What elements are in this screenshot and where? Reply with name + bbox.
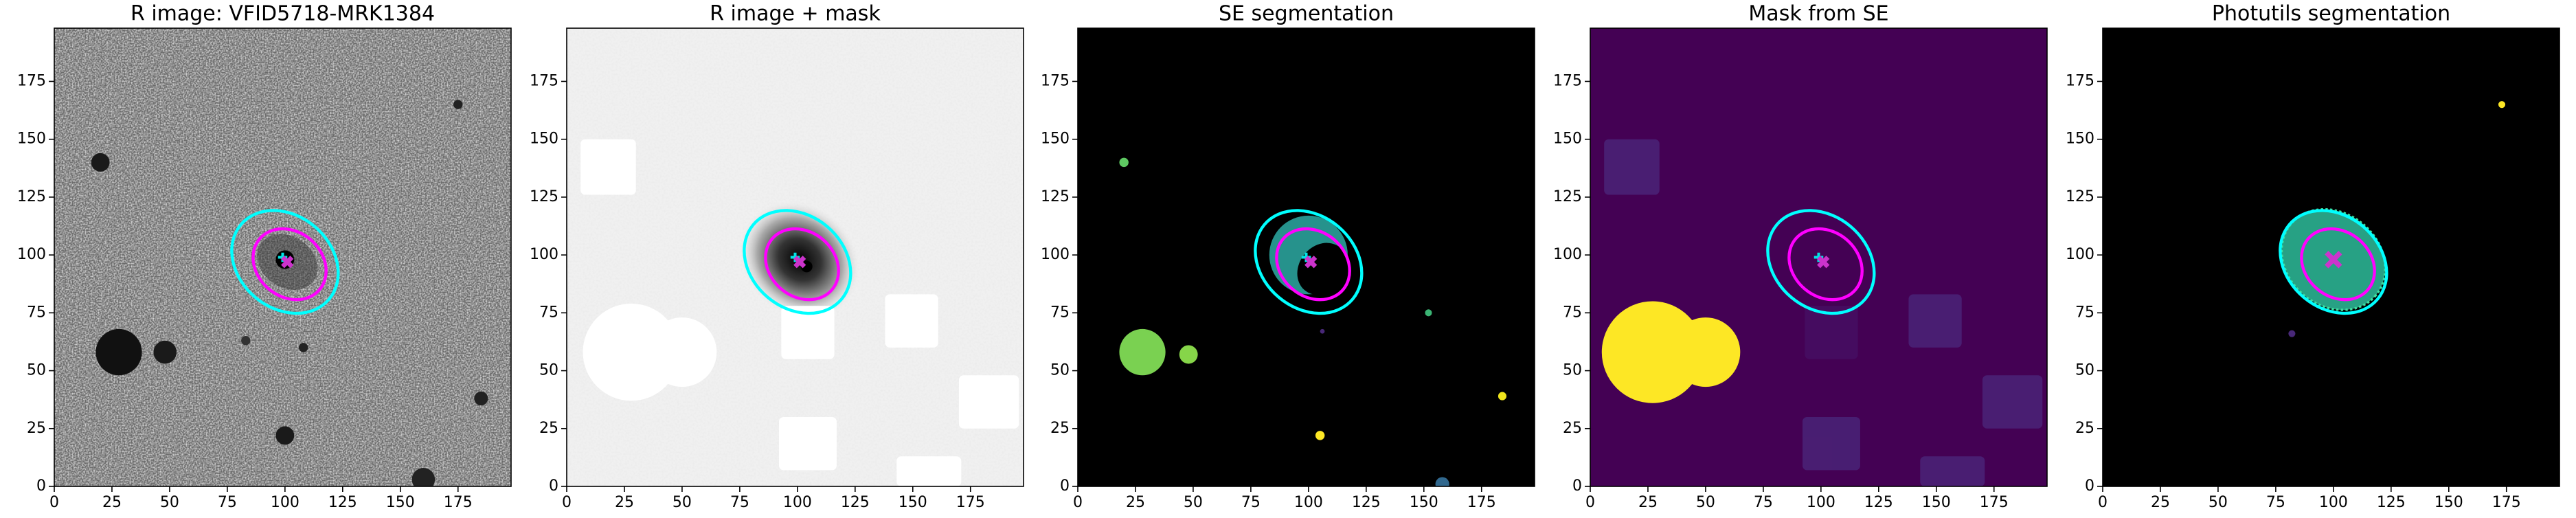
y-tick-label: 100: [2066, 246, 2094, 263]
x-tick-label: 75: [218, 494, 237, 511]
image-panel: [1590, 28, 2047, 486]
y-tick-label: 150: [530, 131, 558, 148]
image-panel: [567, 28, 1024, 486]
y-tick-label: 100: [17, 246, 46, 263]
x-tick-label: 0: [1585, 494, 1595, 511]
panel-title: Photutils segmentation: [2212, 2, 2450, 26]
y-tick-label: 125: [530, 188, 558, 205]
y-tick-label: 75: [27, 304, 46, 321]
x-tick-label: 175: [444, 494, 473, 511]
x-tick-label: 150: [899, 494, 927, 511]
x-tick-label: 150: [2434, 494, 2463, 511]
y-tick-label: 50: [539, 362, 558, 379]
y-tick-label: 175: [17, 72, 46, 89]
y-tick-label: 25: [1563, 420, 1582, 437]
y-tick-label: 50: [27, 362, 46, 379]
y-tick-label: 25: [27, 420, 46, 437]
y-tick-label: 0: [36, 477, 46, 495]
y-tick-label: 100: [530, 246, 558, 263]
y-tick-label: 125: [2066, 188, 2094, 205]
panel-title: Mask from SE: [1748, 2, 1888, 26]
x-tick-label: 25: [1638, 494, 1658, 511]
y-tick-label: 75: [1563, 304, 1582, 321]
x-tick-label: 150: [1922, 494, 1951, 511]
y-tick-label: 125: [1041, 188, 1070, 205]
y-tick-label: 0: [2085, 477, 2094, 495]
axes-frame: [54, 27, 512, 487]
x-tick-label: 150: [1410, 494, 1438, 511]
x-tick-label: 150: [386, 494, 415, 511]
axes-frame: [1077, 27, 1535, 487]
y-tick-label: 150: [17, 131, 46, 148]
x-tick-label: 75: [1241, 494, 1261, 511]
y-tick-label: 75: [539, 304, 558, 321]
axes-frame: [1590, 27, 2048, 487]
x-tick-label: 25: [615, 494, 634, 511]
x-tick-label: 25: [102, 494, 122, 511]
x-tick-label: 125: [841, 494, 870, 511]
image-panel: [54, 28, 511, 486]
y-tick-label: 125: [17, 188, 46, 205]
y-tick-label: 0: [549, 477, 558, 495]
y-tick-label: 25: [539, 420, 558, 437]
x-tick-label: 125: [2377, 494, 2406, 511]
x-tick-label: 175: [2492, 494, 2521, 511]
x-tick-label: 100: [271, 494, 300, 511]
y-tick-label: 175: [1041, 72, 1070, 89]
x-tick-label: 0: [49, 494, 59, 511]
y-tick-label: 25: [1050, 420, 1070, 437]
x-tick-label: 0: [2098, 494, 2108, 511]
y-tick-label: 0: [1060, 477, 1070, 495]
axes-frame: [566, 27, 1024, 487]
x-tick-label: 125: [328, 494, 357, 511]
y-tick-label: 150: [2066, 131, 2094, 148]
y-tick-label: 25: [2075, 420, 2094, 437]
y-tick-label: 150: [1553, 131, 1582, 148]
x-tick-label: 100: [2319, 494, 2348, 511]
y-tick-label: 175: [2066, 72, 2094, 89]
y-tick-label: 175: [1553, 72, 1582, 89]
y-tick-label: 75: [1050, 304, 1070, 321]
image-panel: [1078, 28, 1535, 486]
x-tick-label: 100: [783, 494, 812, 511]
x-tick-label: 0: [562, 494, 572, 511]
x-tick-label: 50: [1184, 494, 1203, 511]
x-tick-label: 75: [2266, 494, 2285, 511]
panel-title: R image: VFID5718-MRK1384: [131, 2, 435, 26]
x-tick-label: 75: [730, 494, 749, 511]
x-tick-label: 75: [1754, 494, 1773, 511]
y-tick-label: 175: [530, 72, 558, 89]
y-tick-label: 100: [1041, 246, 1070, 263]
x-tick-label: 0: [1073, 494, 1083, 511]
y-tick-label: 50: [2075, 362, 2094, 379]
x-tick-label: 50: [673, 494, 692, 511]
panel-title: R image + mask: [710, 2, 881, 26]
x-tick-label: 50: [2208, 494, 2228, 511]
x-tick-label: 175: [1980, 494, 2009, 511]
x-tick-label: 50: [160, 494, 179, 511]
y-tick-label: 50: [1563, 362, 1582, 379]
y-tick-label: 0: [1572, 477, 1582, 495]
axes-frame: [2102, 27, 2560, 487]
x-tick-label: 175: [956, 494, 985, 511]
y-tick-label: 50: [1050, 362, 1070, 379]
y-tick-label: 75: [2075, 304, 2094, 321]
panel-title: SE segmentation: [1219, 2, 1394, 26]
x-tick-label: 175: [1467, 494, 1496, 511]
image-panel: [2103, 28, 2560, 486]
x-tick-label: 25: [1126, 494, 1145, 511]
x-tick-label: 100: [1807, 494, 1835, 511]
y-tick-label: 125: [1553, 188, 1582, 205]
x-tick-label: 125: [1864, 494, 1893, 511]
x-tick-label: 125: [1352, 494, 1381, 511]
x-tick-label: 25: [2151, 494, 2170, 511]
x-tick-label: 50: [1696, 494, 1715, 511]
y-tick-label: 150: [1041, 131, 1070, 148]
y-tick-label: 100: [1553, 246, 1582, 263]
x-tick-label: 100: [1294, 494, 1323, 511]
